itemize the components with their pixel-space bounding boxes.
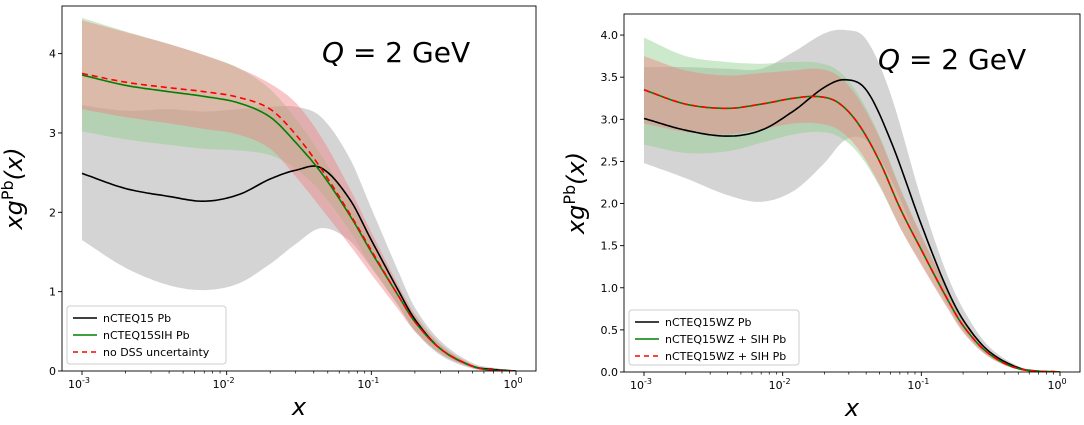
plot-area xyxy=(643,29,1061,372)
x-tick-label: 100 xyxy=(1047,377,1066,392)
q-annotation: Q = 2 GeV xyxy=(878,43,1026,76)
y-tick-label: 0.0 xyxy=(601,366,619,379)
x-tick-label: 10-3 xyxy=(68,376,90,391)
uncertainty-band-2 xyxy=(644,56,1060,372)
uncertainty-band-1 xyxy=(82,17,516,371)
y-tick-label: 1.0 xyxy=(601,282,619,295)
legend: nCTEQ15 Pb nCTEQ15SIH Pb no DSS uncertaint… xyxy=(66,305,227,365)
y-tick-label: 4 xyxy=(49,48,56,61)
legend-label: nCTEQ15WZ + SIH Pb xyxy=(665,333,786,346)
legend-label: nCTEQ15WZ + SIH Pb xyxy=(665,350,786,363)
axes-frame xyxy=(623,13,1081,373)
uncertainty-band-0 xyxy=(82,105,516,371)
y-tick-label: 0.5 xyxy=(601,324,619,337)
series-line-2 xyxy=(81,72,517,371)
q-annotation: Q = 2 GeV xyxy=(322,36,470,69)
x-axis-label: x xyxy=(844,394,860,421)
legend-box xyxy=(628,309,800,366)
series-line-0 xyxy=(643,78,1061,372)
x-tick-label: 10-2 xyxy=(213,376,235,391)
y-tick-label: 0 xyxy=(49,365,56,378)
uncertainty-band-0 xyxy=(644,29,1060,372)
x-axis-label: x xyxy=(291,393,307,421)
uncertainty-band-1 xyxy=(644,37,1060,372)
y-axis-label: xgPb(x) xyxy=(0,147,28,230)
legend: nCTEQ15WZ Pb nCTEQ15WZ + SIH Pb nCTEQ15WZ … xyxy=(628,309,800,366)
y-axis-label: xgPb(x) xyxy=(560,152,590,235)
y-tick-label: 3.5 xyxy=(601,71,619,84)
x-tick-label: 100 xyxy=(503,376,522,391)
legend-label: nCTEQ15SIH Pb xyxy=(103,329,190,342)
y-tick-label: 1 xyxy=(49,286,56,299)
axes-frame xyxy=(61,5,537,372)
right-chart-panel: 0.0 0.5 1.0 1.5 2.0 2.5 3.0 3.5 4.0 10-3 10-2 10-1 1… xyxy=(560,13,1081,422)
y-tick-label: 2.5 xyxy=(601,155,619,168)
y-tick-label: 2 xyxy=(49,206,56,219)
plot-area xyxy=(81,17,517,371)
y-tick-label: 1.5 xyxy=(601,240,619,253)
y-tick-label: 3.0 xyxy=(601,113,619,126)
legend-box xyxy=(66,305,227,365)
legend-label: nCTEQ15WZ Pb xyxy=(665,316,752,329)
y-tick-label: 2.0 xyxy=(601,198,619,211)
y-tick-label: 3 xyxy=(49,127,56,140)
x-tick-label: 10-1 xyxy=(907,377,929,392)
x-tick-label: 10-2 xyxy=(769,377,791,392)
x-tick-label: 10-1 xyxy=(357,376,379,391)
legend-label: nCTEQ15 Pb xyxy=(103,312,171,325)
series-line-2 xyxy=(643,89,1061,372)
left-chart-panel: 0 1 2 3 4 10-3 10-2 10-1 100 x xgPb(x) Q = 2 GeV nCT… xyxy=(0,5,537,421)
y-tick-label: 4.0 xyxy=(601,29,619,42)
legend-label: no DSS uncertainty xyxy=(103,346,210,359)
x-tick-label: 10-3 xyxy=(630,377,652,392)
uncertainty-band-2 xyxy=(82,20,516,371)
